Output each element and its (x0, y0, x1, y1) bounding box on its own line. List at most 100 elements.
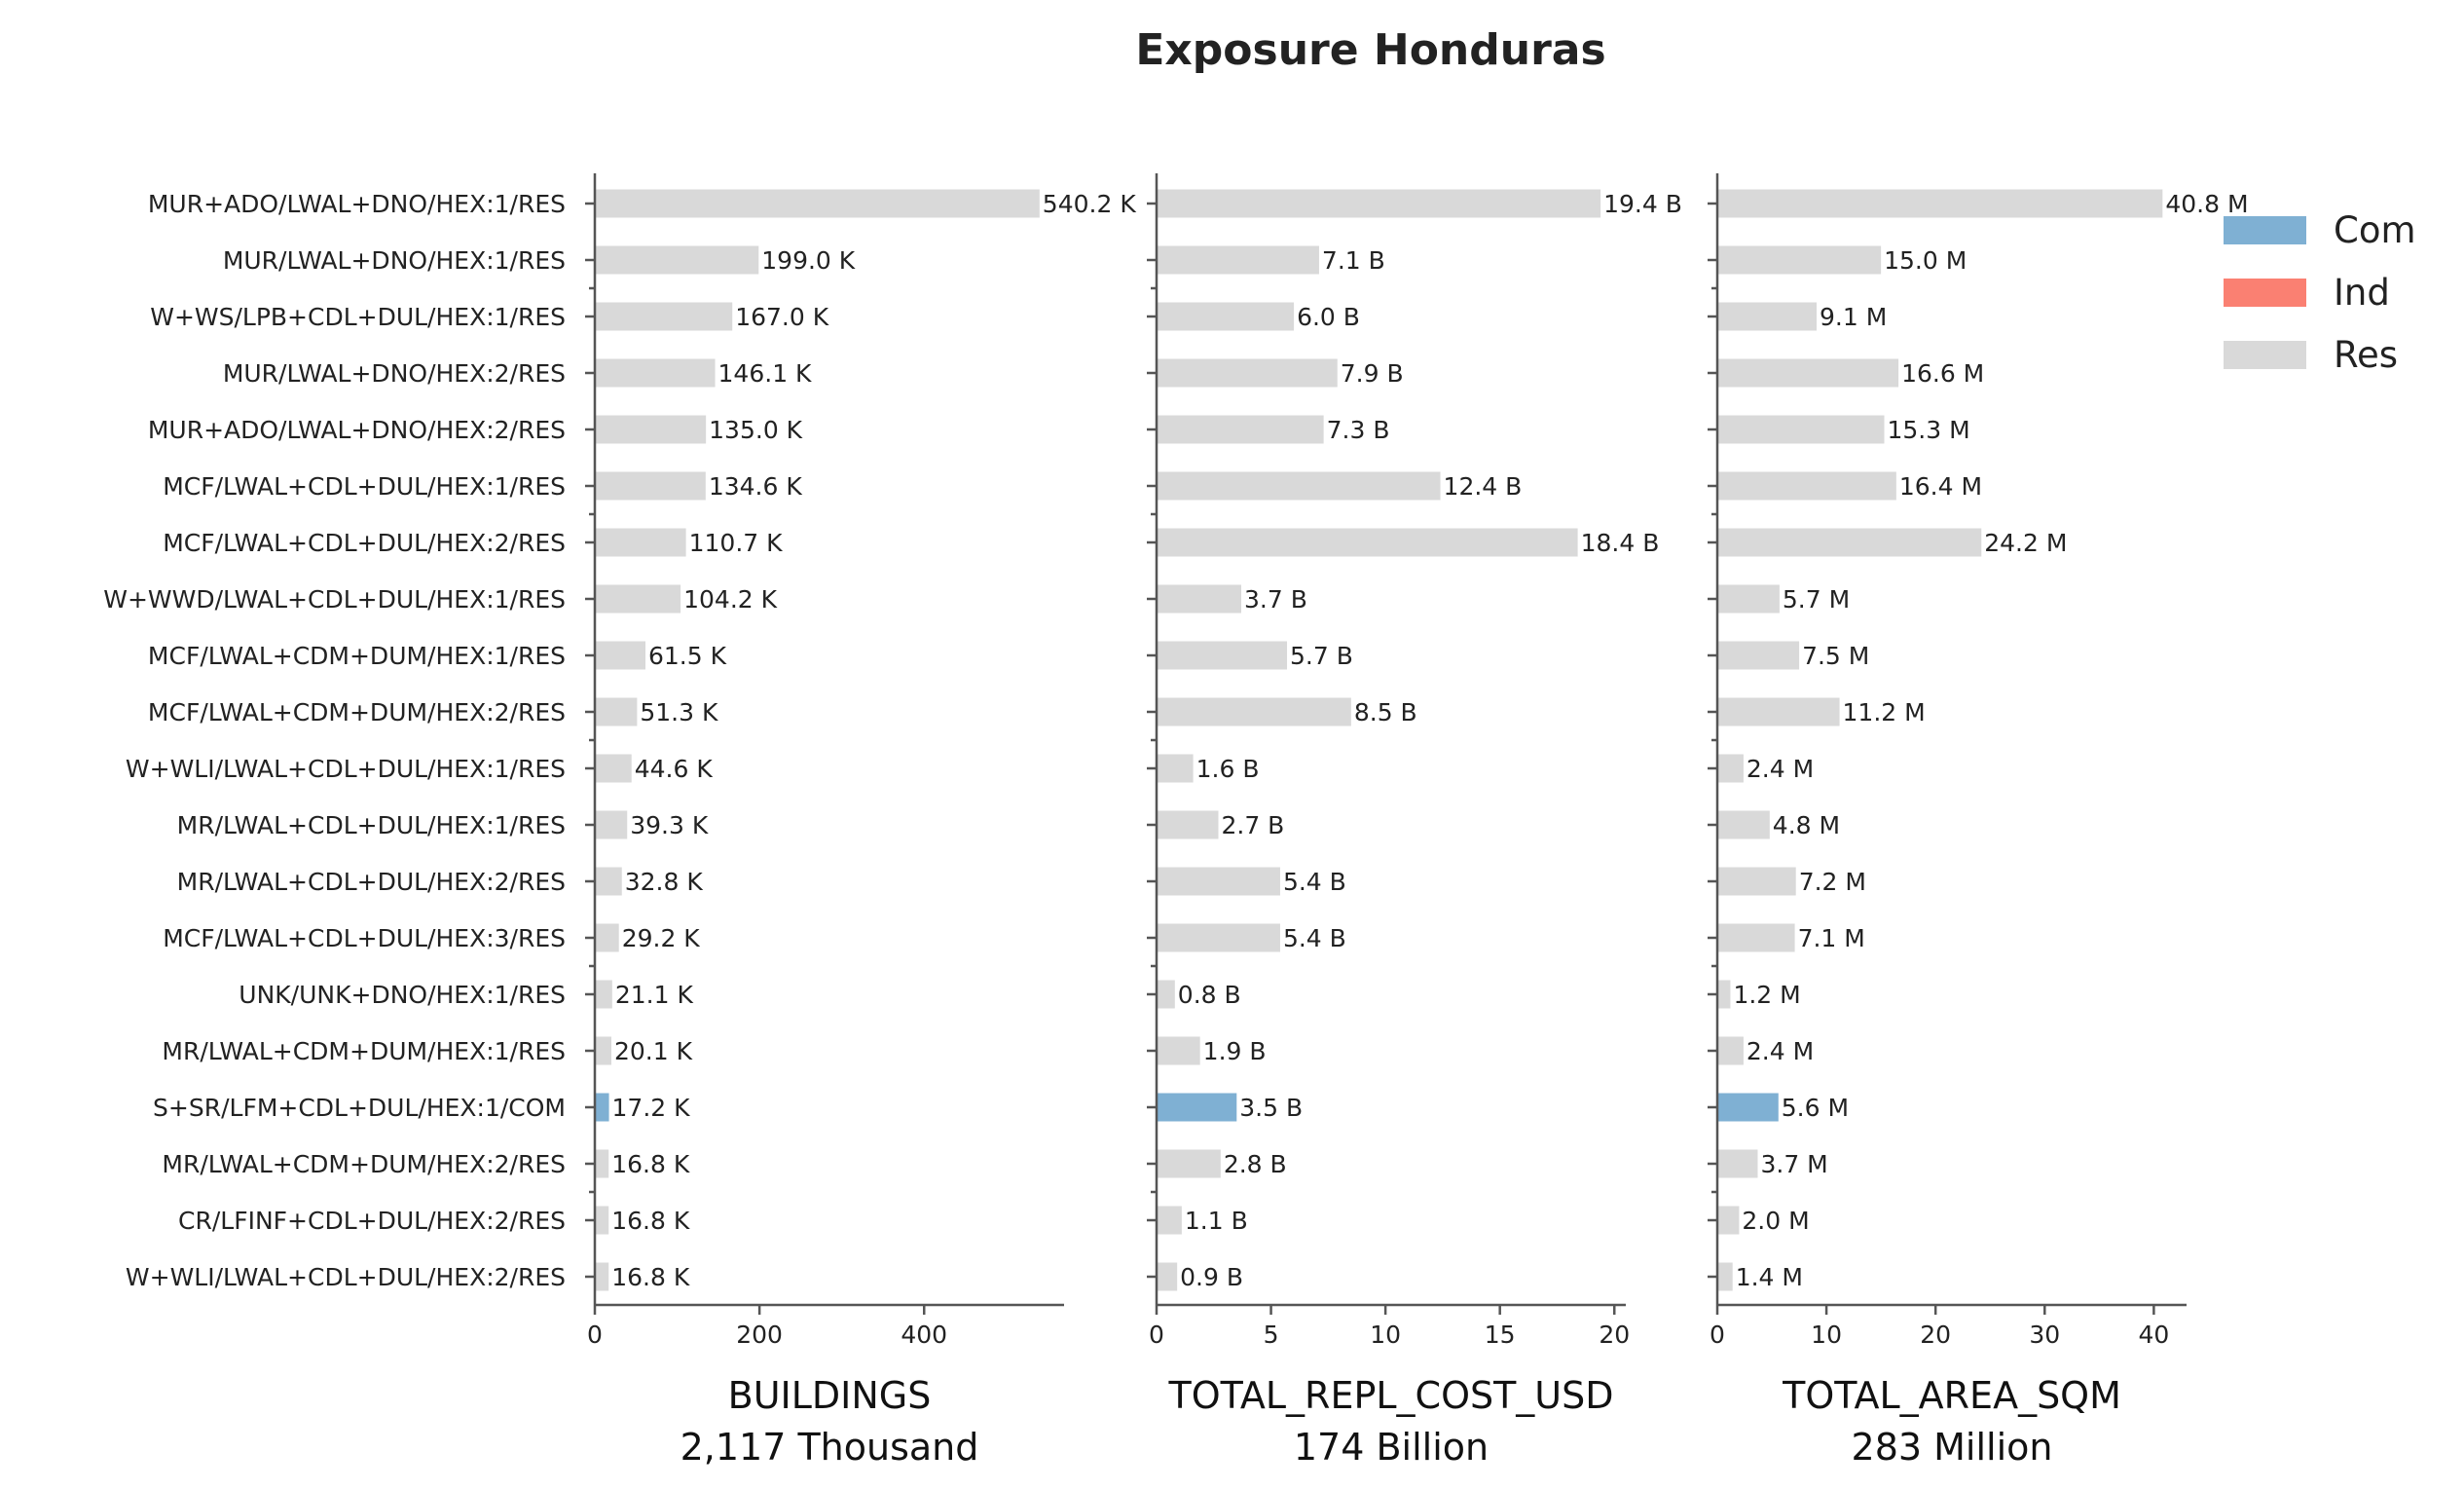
bar (595, 471, 706, 501)
x-axis-total: 283 Million (1852, 1426, 2053, 1469)
data-label: 7.2 M (1799, 868, 1866, 896)
x-tick-label: 10 (1370, 1321, 1401, 1349)
category-label: W+WLI/LWAL+CDL+DUL/HEX:1/RES (126, 755, 566, 783)
data-label: 110.7 K (689, 529, 784, 557)
data-label: 2.4 M (1747, 755, 1814, 783)
data-label: 7.5 M (1802, 642, 1869, 670)
bar (1157, 923, 1280, 952)
bar (595, 1149, 609, 1178)
bar (1717, 810, 1770, 839)
legend-swatch (2224, 341, 2306, 369)
data-label: 3.7 M (1760, 1150, 1827, 1178)
data-label: 21.1 K (615, 981, 694, 1009)
data-label: 44.6 K (635, 755, 714, 783)
data-label: 61.5 K (648, 642, 727, 670)
data-label: 4.8 M (1773, 811, 1840, 839)
bar (1157, 528, 1578, 557)
bar (1157, 1036, 1200, 1065)
bar (1717, 1206, 1740, 1235)
data-label: 5.4 B (1283, 924, 1346, 952)
bar (1157, 189, 1601, 218)
bar (1717, 245, 1882, 275)
bar (1717, 867, 1796, 896)
x-axis-label: TOTAL_REPL_COST_USD (1167, 1374, 1613, 1417)
bar (1157, 302, 1295, 331)
x-tick-label: 20 (1920, 1321, 1951, 1349)
bar (1717, 1036, 1744, 1065)
category-label: W+WS/LPB+CDL+DUL/HEX:1/RES (150, 303, 566, 331)
x-tick-label: 20 (1599, 1321, 1630, 1349)
bar (595, 302, 733, 331)
bar (1717, 584, 1780, 614)
category-label: MR/LWAL+CDM+DUM/HEX:1/RES (162, 1037, 566, 1065)
data-label: 16.4 M (1899, 472, 1982, 501)
legend-label: Com (2334, 209, 2416, 251)
category-label: MR/LWAL+CDL+DUL/HEX:2/RES (177, 868, 566, 896)
bar (595, 697, 638, 726)
bar (1157, 697, 1351, 726)
x-tick-label: 30 (2029, 1321, 2060, 1349)
data-label: 9.1 M (1820, 303, 1887, 331)
data-label: 40.8 M (2165, 190, 2248, 218)
x-tick-label: 10 (1811, 1321, 1842, 1349)
data-label: 167.0 K (735, 303, 829, 331)
x-axis-label: BUILDINGS (728, 1374, 932, 1417)
bar (1157, 754, 1194, 783)
data-label: 2.8 B (1224, 1150, 1287, 1178)
data-label: 2.4 M (1747, 1037, 1814, 1065)
bar (1157, 810, 1219, 839)
category-label: MUR+ADO/LWAL+DNO/HEX:2/RES (148, 416, 566, 444)
x-tick-label: 40 (2138, 1321, 2169, 1349)
data-label: 3.7 B (1244, 585, 1307, 614)
category-label: MCF/LWAL+CDM+DUM/HEX:2/RES (148, 698, 566, 726)
panel-total-repl-cost-usd: 19.4 B 7.1 B 6.0 B 7.9 B 7.3 B 12.4 B 18.4 B 3.… (1147, 173, 1682, 1469)
data-label: 16.8 K (611, 1263, 690, 1291)
data-label: 15.3 M (1888, 416, 1970, 444)
bar (1717, 697, 1840, 726)
bar (1717, 302, 1818, 331)
data-label: 1.2 M (1733, 981, 1800, 1009)
data-label: 7.3 B (1327, 416, 1390, 444)
x-tick-label: 0 (1710, 1321, 1725, 1349)
bar (1157, 1262, 1178, 1291)
x-axis-total: 174 Billion (1294, 1426, 1489, 1469)
data-label: 0.8 B (1178, 981, 1241, 1009)
bar (595, 358, 716, 388)
data-label: 2.0 M (1742, 1207, 1809, 1235)
bar (595, 415, 707, 444)
bar (1717, 1149, 1758, 1178)
category-label: MCF/LWAL+CDL+DUL/HEX:3/RES (163, 924, 566, 952)
bar (1717, 641, 1800, 670)
bar (595, 754, 632, 783)
bar (1157, 1149, 1221, 1178)
category-label: MCF/LWAL+CDL+DUL/HEX:2/RES (163, 529, 566, 557)
category-label: MUR/LWAL+DNO/HEX:1/RES (223, 246, 566, 275)
bar (1157, 867, 1280, 896)
panel-total-area-sqm: 40.8 M 15.0 M 9.1 M 16.6 M 15.3 M 16.4 M24.2 … (1708, 173, 2249, 1469)
legend-label: Ind (2334, 272, 2390, 314)
bar (1157, 1093, 1237, 1122)
data-label: 1.1 B (1185, 1207, 1248, 1235)
bar (1717, 754, 1744, 783)
panel-buildings: 540.2 K 199.0 K 167.0 K 146.1 K 135.0 K 134.6… (585, 173, 1136, 1469)
data-label: 7.1 B (1322, 246, 1385, 275)
category-label: MR/LWAL+CDM+DUM/HEX:2/RES (162, 1150, 566, 1178)
data-label: 39.3 K (630, 811, 709, 839)
x-axis-label: TOTAL_AREA_SQM (1782, 1374, 2121, 1417)
bar (1717, 415, 1885, 444)
bar (595, 923, 619, 952)
category-label: MCF/LWAL+CDM+DUM/HEX:1/RES (148, 642, 566, 670)
x-tick-label: 0 (1149, 1321, 1164, 1349)
bar (1157, 245, 1319, 275)
data-label: 1.6 B (1196, 755, 1260, 783)
bar (595, 1206, 609, 1235)
data-label: 2.7 B (1221, 811, 1284, 839)
data-label: 7.9 B (1341, 359, 1404, 388)
data-label: 12.4 B (1444, 472, 1523, 501)
bar (595, 528, 686, 557)
data-label: 1.9 B (1203, 1037, 1267, 1065)
category-label: MCF/LWAL+CDL+DUL/HEX:1/RES (163, 472, 566, 501)
data-label: 16.8 K (611, 1207, 690, 1235)
data-label: 5.7 M (1783, 585, 1850, 614)
